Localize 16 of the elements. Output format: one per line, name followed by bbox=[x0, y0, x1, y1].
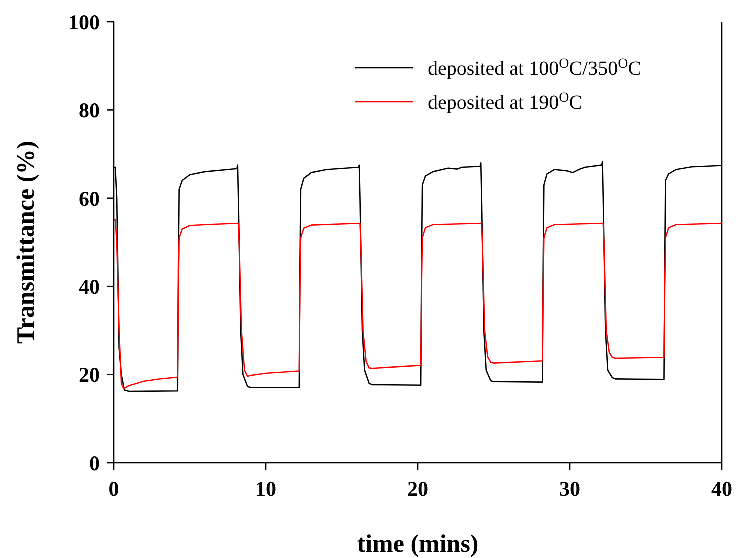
legend-label: deposited at 190$^{O}$C bbox=[428, 90, 583, 114]
y-tick-label: 0 bbox=[90, 451, 100, 476]
y-tick-label: 60 bbox=[79, 186, 100, 211]
x-tick-label: 30 bbox=[560, 477, 580, 501]
y-tick-label: 40 bbox=[79, 274, 100, 299]
y-tick-label: 80 bbox=[79, 98, 100, 123]
x-tick-label: 0 bbox=[108, 477, 120, 501]
legend-label: deposited at 100$^{O}$C/350$^{O}$C bbox=[428, 56, 642, 80]
x-axis-title: time (mins) bbox=[357, 531, 479, 558]
y-tick-label: 20 bbox=[79, 363, 100, 388]
x-tick-label: 20 bbox=[408, 477, 428, 501]
y-axis-title: Transmittance (%) bbox=[13, 141, 40, 344]
x-tick-label: 10 bbox=[256, 477, 276, 501]
x-tick-label: 40 bbox=[712, 477, 732, 501]
y-tick-label: 100 bbox=[68, 10, 100, 34]
line-series bbox=[113, 218, 723, 390]
